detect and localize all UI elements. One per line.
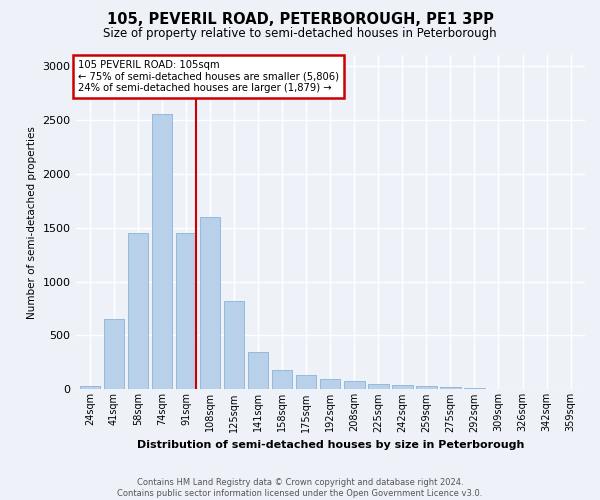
Y-axis label: Number of semi-detached properties: Number of semi-detached properties <box>27 126 37 318</box>
Bar <box>128 233 148 390</box>
Bar <box>416 386 437 390</box>
Bar <box>392 385 413 390</box>
Text: 105 PEVERIL ROAD: 105sqm
← 75% of semi-detached houses are smaller (5,806)
24% o: 105 PEVERIL ROAD: 105sqm ← 75% of semi-d… <box>78 60 339 93</box>
Bar <box>104 320 124 390</box>
Bar <box>200 217 220 390</box>
Bar <box>320 378 340 390</box>
Bar <box>224 301 244 390</box>
Bar <box>464 388 485 390</box>
Bar <box>80 386 100 390</box>
Bar <box>296 376 316 390</box>
Bar <box>176 233 196 390</box>
Bar <box>272 370 292 390</box>
Bar <box>344 382 365 390</box>
Bar <box>512 389 533 390</box>
Bar <box>152 114 172 390</box>
Text: Contains HM Land Registry data © Crown copyright and database right 2024.
Contai: Contains HM Land Registry data © Crown c… <box>118 478 482 498</box>
Bar <box>488 388 509 390</box>
Bar <box>248 352 268 390</box>
Text: Size of property relative to semi-detached houses in Peterborough: Size of property relative to semi-detach… <box>103 28 497 40</box>
Text: 105, PEVERIL ROAD, PETERBOROUGH, PE1 3PP: 105, PEVERIL ROAD, PETERBOROUGH, PE1 3PP <box>107 12 493 28</box>
Bar <box>440 387 461 390</box>
X-axis label: Distribution of semi-detached houses by size in Peterborough: Distribution of semi-detached houses by … <box>137 440 524 450</box>
Bar <box>368 384 389 390</box>
